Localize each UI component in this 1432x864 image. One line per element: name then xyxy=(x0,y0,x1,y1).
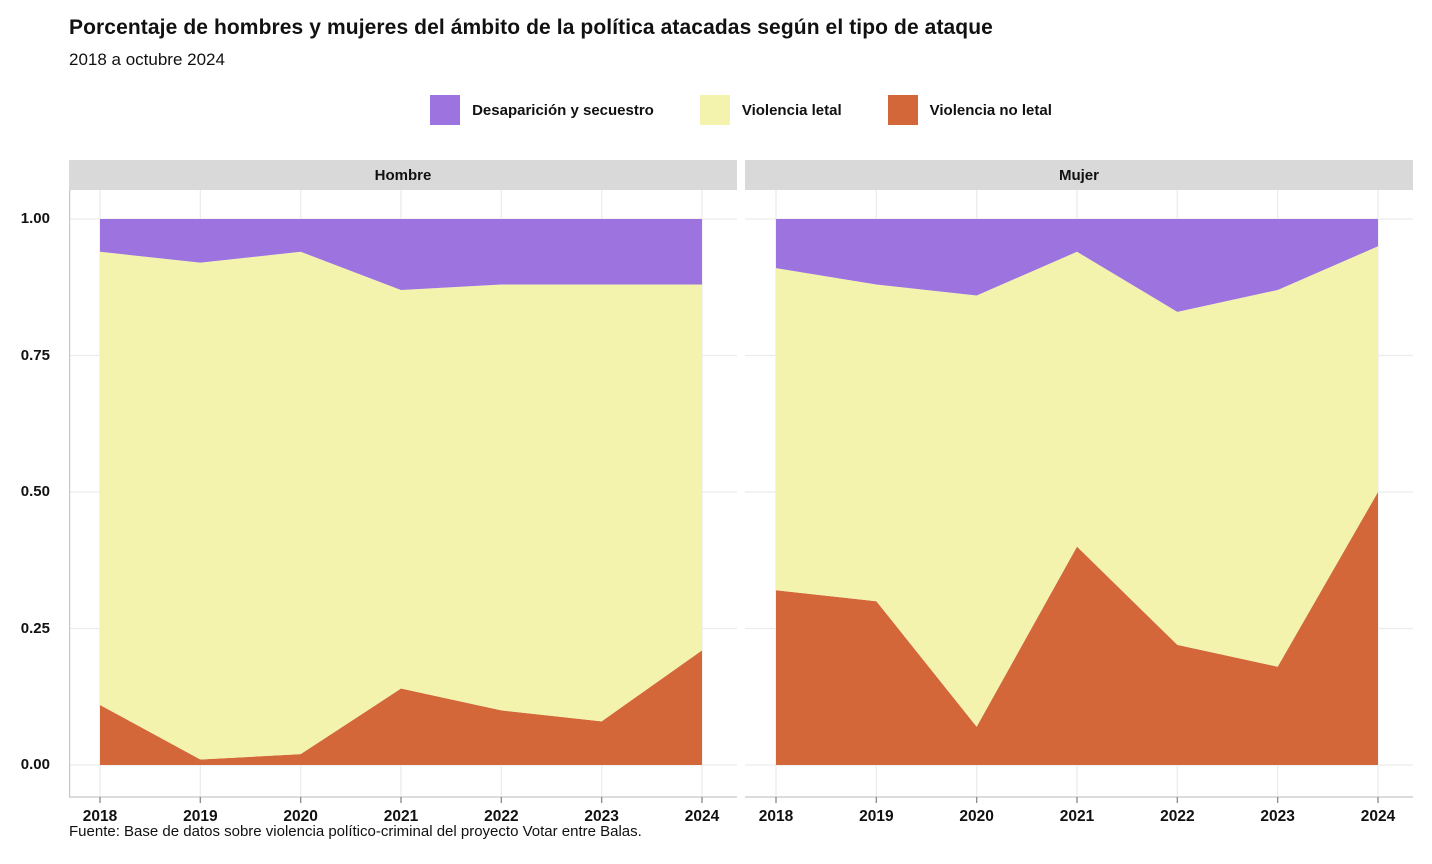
area-band-violencia-letal xyxy=(776,246,1378,727)
area-band-desaparici-n-y-secuestro xyxy=(776,219,1378,312)
x-tick-label: 2023 xyxy=(1260,808,1295,825)
legend-swatch-icon xyxy=(887,95,918,125)
area-band-violencia-no-letal xyxy=(100,650,702,765)
legend-label: Desaparición y secuestro xyxy=(472,101,654,119)
y-tick-label: 0.75 xyxy=(20,346,50,364)
x-tick-label: 2024 xyxy=(1361,808,1396,825)
y-axis: 1.00 0.75 0.50 0.25 0.00 xyxy=(0,190,58,797)
legend-swatch-icon xyxy=(430,95,461,125)
legend-label: Violencia no letal xyxy=(929,101,1052,119)
facet-panel-hombre: Hombre 2018 2019 2020 2021 2022 2023 2024 xyxy=(69,160,737,825)
legend-item: Violencia letal xyxy=(699,95,842,125)
chart-subtitle: 2018 a octubre 2024 xyxy=(69,50,225,69)
area-band-violencia-letal xyxy=(100,251,702,760)
facet-panel-mujer: Mujer 2018 2019 2020 2021 2022 2023 2024 xyxy=(745,160,1413,825)
facet-strip-label: Hombre xyxy=(374,166,432,184)
facet-strip: Hombre xyxy=(69,160,737,190)
x-tick-label: 2021 xyxy=(384,808,419,825)
x-tick-label: 2019 xyxy=(859,808,894,825)
area-chart-hombre: 2018 2019 2020 2021 2022 2023 2024 xyxy=(69,190,737,825)
y-tick-label: 1.00 xyxy=(20,210,50,227)
area-band-desaparici-n-y-secuestro xyxy=(100,219,702,290)
y-tick-label: 0.00 xyxy=(20,756,50,773)
legend: Desaparición y secuestro Violencia letal V… xyxy=(69,92,1413,128)
area-band-violencia-no-letal xyxy=(776,492,1378,765)
x-tick-label: 2018 xyxy=(759,808,794,825)
x-tick-label: 2018 xyxy=(83,808,118,825)
x-tick-label: 2020 xyxy=(283,808,317,825)
legend-swatch-icon xyxy=(699,95,730,125)
legend-label: Violencia letal xyxy=(741,101,842,119)
x-tick-label: 2023 xyxy=(584,808,619,825)
chart-title: Porcentaje de hombres y mujeres del ámbi… xyxy=(69,16,993,39)
legend-item: Desaparición y secuestro xyxy=(430,95,654,125)
area-chart-mujer: 2018 2019 2020 2021 2022 2023 2024 xyxy=(745,190,1413,825)
facet-strip-label: Mujer xyxy=(1058,166,1099,184)
facet-strip: Mujer xyxy=(745,160,1413,190)
x-tick-label: 2022 xyxy=(1160,808,1194,825)
x-tick-label: 2020 xyxy=(959,808,993,825)
x-tick-label: 2019 xyxy=(183,808,218,825)
x-tick-label: 2022 xyxy=(484,808,518,825)
x-tick-label: 2021 xyxy=(1060,808,1095,825)
x-tick-label: 2024 xyxy=(685,808,720,825)
legend-item: Violencia no letal xyxy=(887,95,1052,125)
y-tick-label: 0.25 xyxy=(20,619,50,637)
y-tick-label: 0.50 xyxy=(20,483,50,500)
source-caption: Fuente: Base de datos sobre violencia po… xyxy=(69,823,642,840)
facets: Hombre 2018 2019 2020 2021 2022 2023 2024 Mujer 2… xyxy=(69,160,1413,825)
